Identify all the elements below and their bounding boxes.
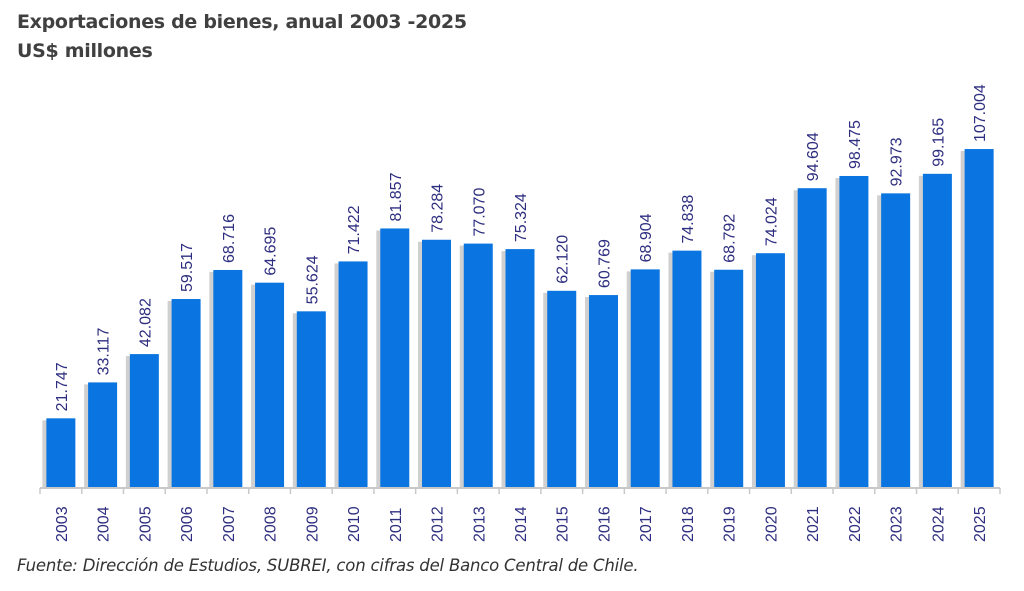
x-tick-label-2004: 2004 <box>96 506 113 542</box>
x-tick-label-2020: 2020 <box>763 506 780 542</box>
bar-2023 <box>881 193 911 487</box>
data-label-2005: 42.082 <box>137 298 154 347</box>
bar-2025 <box>964 149 994 487</box>
x-tick-label-2010: 2010 <box>346 506 363 542</box>
chart-title-text: Exportaciones de bienes, anual 2003 -202… <box>17 11 467 33</box>
data-label-2004: 33.117 <box>96 328 113 376</box>
bar-2003 <box>46 418 76 487</box>
bar-2009 <box>296 311 326 487</box>
data-label-2003: 21.747 <box>54 362 71 411</box>
bar-2019 <box>714 269 744 487</box>
bar-2017 <box>630 269 660 487</box>
bar-2021 <box>797 188 827 487</box>
x-tick-label-2007: 2007 <box>221 506 238 542</box>
bar-2014 <box>505 249 535 487</box>
data-label-2019: 68.792 <box>722 214 739 263</box>
data-label-2012: 78.284 <box>430 184 447 233</box>
x-tick-label-2019: 2019 <box>722 506 739 542</box>
x-tick-label-2017: 2017 <box>638 506 655 542</box>
data-label-2014: 75.324 <box>513 193 530 242</box>
data-label-2006: 59.517 <box>179 243 196 292</box>
bar-2016 <box>588 295 618 487</box>
bar-2007 <box>213 269 243 487</box>
bar-2022 <box>839 175 869 487</box>
chart-source: Fuente: Dirección de Estudios, SUBREI, c… <box>17 556 639 575</box>
x-tick-label-2013: 2013 <box>471 506 488 542</box>
bar-2005 <box>129 354 159 487</box>
data-label-2016: 60.769 <box>596 239 613 288</box>
bar-2004 <box>88 382 118 487</box>
bar-2020 <box>755 253 785 487</box>
data-label-2011: 81.857 <box>388 172 405 221</box>
data-label-2017: 68.904 <box>638 213 655 262</box>
bar-2013 <box>463 243 493 487</box>
x-tick-label-2021: 2021 <box>805 506 822 542</box>
bar-2011 <box>380 228 410 487</box>
bar-2008 <box>255 282 285 487</box>
x-tick-label-2015: 2015 <box>555 506 572 542</box>
x-tick-label-2005: 2005 <box>137 506 154 542</box>
data-label-2018: 74.838 <box>680 195 697 244</box>
data-label-2020: 74.024 <box>763 197 780 246</box>
data-label-2022: 98.475 <box>847 120 864 169</box>
x-tick-label-2011: 2011 <box>388 507 405 542</box>
data-label-2008: 64.695 <box>263 227 280 276</box>
x-tick-label-2022: 2022 <box>847 506 864 542</box>
x-tick-label-2008: 2008 <box>263 506 280 542</box>
x-tick-label-2016: 2016 <box>596 506 613 542</box>
x-tick-label-2014: 2014 <box>513 506 530 542</box>
x-tick-label-2024: 2024 <box>930 506 947 542</box>
data-label-2024: 99.165 <box>930 118 947 167</box>
x-tick-label-2003: 2003 <box>54 506 71 542</box>
bar-2015 <box>547 290 577 487</box>
x-tick-label-2025: 2025 <box>972 506 989 542</box>
bar-2012 <box>422 239 452 487</box>
data-label-2021: 94.604 <box>805 132 822 181</box>
x-tick-label-2023: 2023 <box>889 506 906 542</box>
x-tick-label-2018: 2018 <box>680 506 697 542</box>
data-label-2015: 62.120 <box>555 235 572 284</box>
data-label-2013: 77.070 <box>471 188 488 237</box>
data-label-2009: 55.624 <box>304 255 321 304</box>
chart-title: Exportaciones de bienes, anual 2003 -202… <box>17 8 467 66</box>
bar-2010 <box>338 261 368 487</box>
bar-2018 <box>672 250 702 487</box>
data-label-2007: 68.716 <box>221 214 238 263</box>
data-label-2023: 92.973 <box>889 137 906 186</box>
bar-2006 <box>171 299 201 487</box>
x-tick-label-2006: 2006 <box>179 506 196 542</box>
x-tick-label-2012: 2012 <box>430 506 447 542</box>
chart-subtitle: US$ millones <box>17 40 153 62</box>
bar-2024 <box>922 173 952 487</box>
data-label-2025: 107.004 <box>972 84 989 142</box>
data-label-2010: 71.422 <box>346 205 363 254</box>
x-tick-label-2009: 2009 <box>304 506 321 542</box>
